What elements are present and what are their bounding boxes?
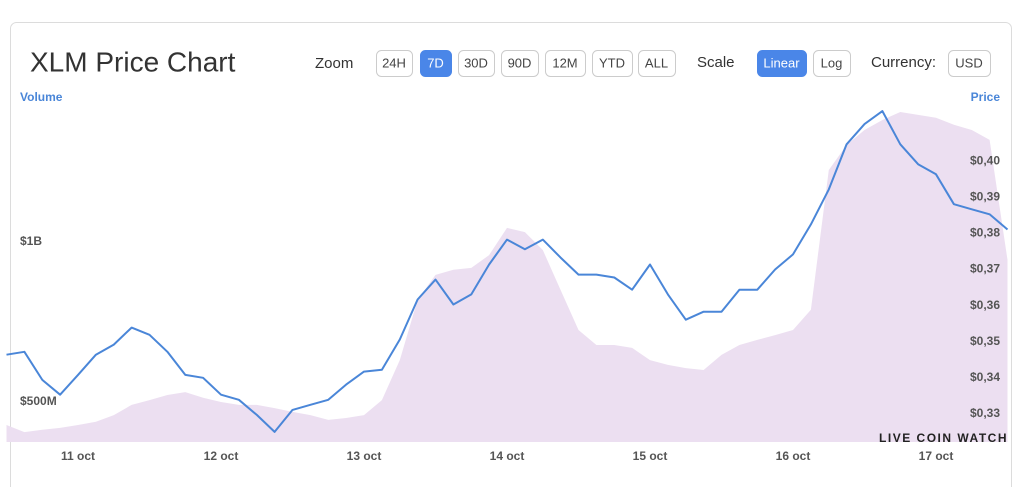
y-tick-label: $500M xyxy=(20,394,57,408)
x-tick-label: 15 oct xyxy=(633,449,668,463)
zoom-button-label[interactable]: 30D xyxy=(464,55,488,70)
y-tick-label: $1B xyxy=(20,234,42,248)
scale-label: Scale xyxy=(697,54,735,71)
currency-label: Currency: xyxy=(871,54,936,71)
x-tick-label: 16 oct xyxy=(776,449,811,463)
y2-tick-label: $0,40 xyxy=(970,153,1000,167)
zoom-button[interactable] xyxy=(592,50,633,77)
y-axis-title: Volume xyxy=(20,90,63,104)
y2-tick-label: $0,38 xyxy=(970,226,1000,240)
scale-button[interactable] xyxy=(813,50,851,77)
scale-button-label[interactable]: Log xyxy=(821,55,843,70)
x-tick-label: 14 oct xyxy=(490,449,525,463)
x-tick-label: 11 oct xyxy=(61,449,95,463)
currency-button-label[interactable]: USD xyxy=(955,55,982,70)
y2-tick-label: $0,37 xyxy=(970,262,1000,276)
x-tick-label: 12 oct xyxy=(204,449,239,463)
zoom-button-label[interactable]: 90D xyxy=(508,55,532,70)
x-tick-label: 13 oct xyxy=(347,449,382,463)
zoom-button[interactable] xyxy=(458,50,495,77)
x-tick-label: 17 oct xyxy=(919,449,954,463)
y2-tick-label: $0,34 xyxy=(970,370,1000,384)
zoom-button[interactable] xyxy=(376,50,413,77)
price-line xyxy=(6,110,1009,433)
zoom-button-label[interactable]: 12M xyxy=(552,55,577,70)
y2-tick-label: $0,33 xyxy=(970,406,1000,420)
zoom-button[interactable] xyxy=(545,50,586,77)
zoom-button-label[interactable]: ALL xyxy=(645,55,668,70)
zoom-button[interactable] xyxy=(501,50,539,77)
watermark: LIVE COIN WATCH xyxy=(879,431,1008,445)
scale-button[interactable] xyxy=(757,50,807,77)
y2-axis-title: Price xyxy=(971,90,1001,104)
zoom-button-label[interactable]: 7D xyxy=(427,55,444,70)
plot-area xyxy=(6,110,1009,442)
zoom-button[interactable] xyxy=(638,50,676,77)
zoom-button-label[interactable]: 24H xyxy=(382,55,406,70)
zoom-label: Zoom xyxy=(315,55,353,72)
scale-button-label[interactable]: Linear xyxy=(763,55,800,70)
y2-tick-label: $0,39 xyxy=(970,190,1000,204)
zoom-button[interactable] xyxy=(420,50,452,77)
y2-tick-label: $0,36 xyxy=(970,298,1000,312)
y2-tick-label: $0,35 xyxy=(970,334,1000,348)
volume-area xyxy=(6,112,1008,442)
zoom-button-label[interactable]: YTD xyxy=(599,55,625,70)
currency-button[interactable] xyxy=(948,50,991,77)
chart-title: XLM Price Chart xyxy=(30,46,236,77)
